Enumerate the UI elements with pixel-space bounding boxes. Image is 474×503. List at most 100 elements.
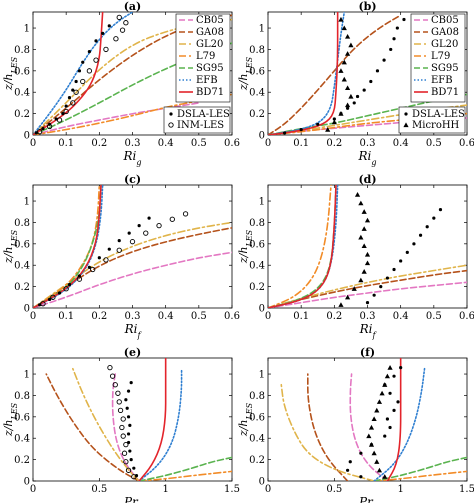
legend-marker bbox=[168, 122, 174, 128]
x-axis-label: Rif bbox=[359, 322, 378, 340]
data-point bbox=[61, 112, 65, 116]
data-point bbox=[94, 39, 98, 43]
legend-label: CB05 bbox=[196, 15, 224, 26]
y-tick-label: 0 bbox=[259, 304, 265, 315]
data-point bbox=[362, 88, 366, 92]
series-gl20-line bbox=[280, 383, 375, 481]
y-tick-label: 0.8 bbox=[249, 218, 265, 229]
data-point bbox=[46, 123, 53, 130]
data-point bbox=[341, 25, 347, 31]
x-axis-label: Prt bbox=[358, 495, 377, 503]
data-point bbox=[67, 282, 72, 287]
series-cb05-line bbox=[33, 251, 232, 308]
marker-legend-box bbox=[163, 106, 231, 134]
panel-c: 0 0.1 0.2 0.3 0.4 0.5 0.6 0 0.2 0.4 0.6 0.8 1 (c) Rif z… bbox=[2, 173, 240, 340]
x-tick-label: 0.4 bbox=[393, 311, 409, 322]
data-point bbox=[345, 102, 351, 108]
y-tick-label: 0.2 bbox=[14, 455, 30, 466]
x-tick-label: 0.1 bbox=[58, 311, 74, 322]
plot-frame bbox=[32, 357, 233, 482]
series-l79-line bbox=[138, 470, 232, 481]
legend-label: L79 bbox=[196, 51, 215, 62]
marker-legend-box bbox=[398, 106, 466, 134]
data-point bbox=[331, 119, 337, 125]
data-point bbox=[132, 466, 136, 470]
y-tick-label: 0.6 bbox=[14, 66, 30, 77]
series-l79-line bbox=[268, 185, 332, 308]
legend-label: GL20 bbox=[431, 39, 458, 50]
series-bd71-line bbox=[33, 12, 104, 135]
data-point bbox=[364, 260, 371, 266]
data-point bbox=[120, 416, 126, 422]
data-point bbox=[412, 242, 416, 246]
data-point bbox=[63, 108, 69, 115]
data-point bbox=[93, 57, 99, 63]
series-ga08-line bbox=[307, 373, 349, 481]
data-point bbox=[379, 285, 383, 289]
data-point bbox=[129, 239, 136, 245]
data-point bbox=[47, 297, 52, 302]
y-axis-label: z/hLES bbox=[237, 402, 254, 437]
x-tick-label: 0.1 bbox=[58, 138, 74, 149]
panel-label: (c) bbox=[124, 173, 141, 186]
series-cb05-line bbox=[349, 373, 389, 481]
x-tick-label: 0 bbox=[30, 311, 36, 322]
data-point bbox=[74, 79, 78, 84]
y-axis-label: z/hLES bbox=[2, 402, 19, 437]
series-gl20-line bbox=[268, 264, 467, 308]
plot-frame bbox=[267, 184, 468, 309]
legend-label: GA08 bbox=[196, 27, 224, 38]
data-point bbox=[103, 257, 109, 263]
x-tick-label: 0.4 bbox=[393, 138, 409, 149]
x-tick-label: 0.2 bbox=[91, 138, 107, 149]
series-gl20-line bbox=[72, 367, 140, 481]
x-axis-label: Rig bbox=[358, 149, 377, 167]
x-tick-label: 0.6 bbox=[459, 311, 474, 322]
series-cb05-line bbox=[111, 373, 140, 481]
y-tick-label: 0 bbox=[24, 304, 30, 315]
y-tick-label: 1 bbox=[24, 370, 30, 381]
data-point bbox=[125, 406, 129, 410]
series-bd71-line bbox=[268, 185, 337, 308]
data-point bbox=[345, 85, 351, 91]
y-tick-label: 1 bbox=[24, 197, 30, 208]
data-point bbox=[432, 216, 436, 220]
y-tick-label: 0.4 bbox=[249, 88, 265, 99]
data-point bbox=[97, 256, 101, 260]
data-point bbox=[129, 381, 133, 385]
data-point bbox=[405, 250, 409, 254]
y-axis-label: z/hLES bbox=[2, 229, 19, 264]
data-point bbox=[119, 27, 126, 33]
y-tick-label: 0.6 bbox=[14, 412, 30, 423]
series-inm-les bbox=[36, 14, 129, 135]
legend-marker bbox=[403, 122, 409, 128]
x-tick-label: 0.6 bbox=[224, 311, 240, 322]
data-point bbox=[399, 259, 403, 263]
y-tick-label: 0.2 bbox=[249, 109, 265, 120]
data-point bbox=[128, 423, 132, 427]
data-point bbox=[392, 267, 396, 272]
y-tick-label: 1 bbox=[259, 370, 265, 381]
legend-box bbox=[410, 13, 466, 103]
data-point bbox=[338, 16, 344, 22]
y-tick-label: 0 bbox=[24, 131, 30, 142]
series-dsla-les bbox=[346, 366, 403, 479]
data-point bbox=[128, 449, 132, 453]
series-sg95-line bbox=[138, 456, 232, 481]
data-point bbox=[107, 24, 111, 28]
data-point bbox=[87, 265, 91, 269]
data-point bbox=[126, 389, 131, 393]
data-point bbox=[57, 291, 62, 295]
y-tick-label: 0.8 bbox=[14, 391, 30, 402]
data-point bbox=[359, 475, 363, 479]
y-tick-label: 0.8 bbox=[249, 45, 265, 56]
series-sg95-line bbox=[268, 185, 337, 308]
data-point bbox=[113, 36, 119, 42]
legend-label: CB05 bbox=[431, 15, 459, 26]
data-point bbox=[399, 366, 403, 370]
x-tick-label: 0.5 bbox=[326, 484, 342, 495]
y-tick-label: 0.4 bbox=[249, 261, 265, 272]
series-dsla-les bbox=[365, 208, 443, 305]
